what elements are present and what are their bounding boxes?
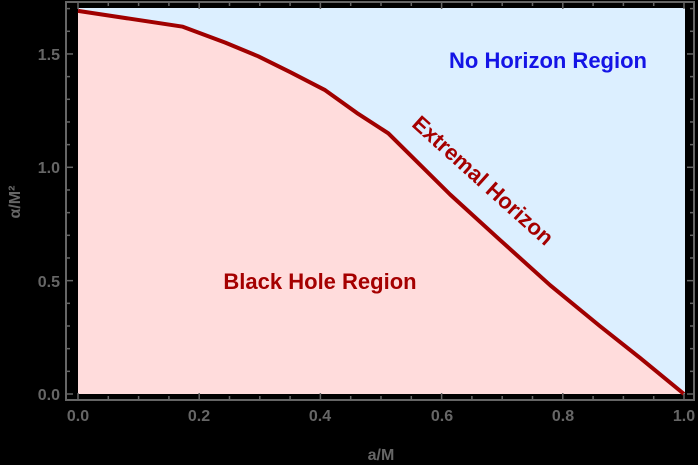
x-axis-ticks <box>77 2 685 400</box>
y-axis-label: α/M² <box>7 186 24 219</box>
black-hole-region-label: Black Hole Region <box>223 269 416 294</box>
plot-frame <box>65 1 695 401</box>
x-tick-label: 0.2 <box>188 408 210 425</box>
y-tick-label: 1.5 <box>38 47 60 64</box>
no-horizon-region-label: No Horizon Region <box>449 48 647 73</box>
x-tick-label: 1.0 <box>673 408 695 425</box>
y-tick-label: 0.0 <box>38 387 60 404</box>
y-tick-labels: 0.0 0.5 1.0 1.5 <box>38 47 60 404</box>
x-tick-label: 0.8 <box>552 408 574 425</box>
x-tick-labels: 0.0 0.2 0.4 0.6 0.8 1.0 <box>67 408 695 425</box>
x-tick-label: 0.4 <box>309 408 331 425</box>
y-tick-label: 1.0 <box>38 160 60 177</box>
black-hole-region-fill <box>78 10 684 395</box>
x-axis-label: a/M <box>368 447 395 464</box>
x-tick-label: 0.6 <box>431 408 453 425</box>
y-axis-ticks <box>66 7 694 395</box>
y-tick-label: 0.5 <box>38 274 60 291</box>
extremal-horizon-curve <box>77 8 686 396</box>
x-tick-label: 0.0 <box>67 408 89 425</box>
